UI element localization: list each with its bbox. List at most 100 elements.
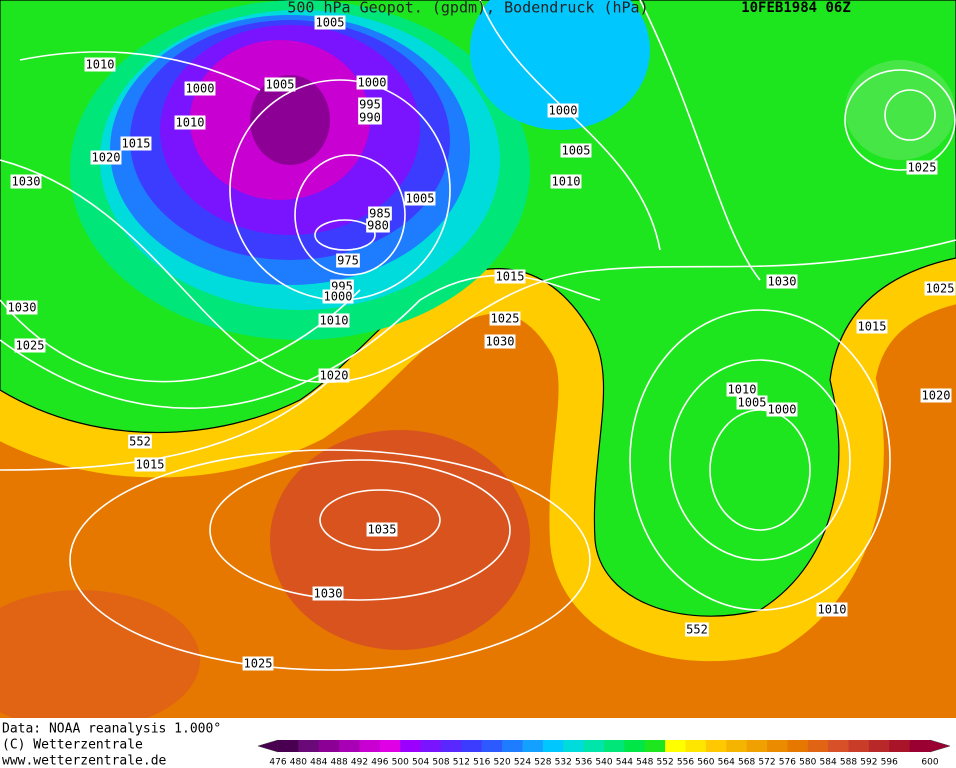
isobar-label: 1010 [552,175,581,189]
isobar-label: 1030 [12,175,41,189]
colorbar-swatch [563,740,585,752]
colorbar-swatch [868,740,890,752]
colorbar-swatch [522,740,544,752]
isobar-label-box [366,522,398,537]
colorbar-label: 500 [392,758,409,768]
colorbar-swatch [278,740,299,752]
isobar-label-box [550,174,582,189]
colorbar-label: 532 [555,758,572,768]
isobar-label: 552 [129,435,151,449]
isobar-label: 1005 [266,78,295,92]
isobar-label: 1020 [92,151,121,165]
colorbar-label: 508 [432,758,449,768]
colorbar-swatch [318,740,340,752]
colorbar-swatch [705,740,727,752]
isobar-label: 1025 [926,282,955,296]
colorbar-label: 528 [534,758,551,768]
isobar-label: 1035 [368,523,397,537]
colorbar-swatch [420,740,442,752]
colorbar-label: 568 [738,758,755,768]
colorbar-swatch [746,740,768,752]
isobar-label: 1005 [316,16,345,30]
colorbar-swatch [889,740,911,752]
colorbar-label: 588 [840,758,857,768]
isobar-label-box [484,334,516,349]
map-date: 10FEB1984 06Z [741,0,851,16]
colorbar-swatch [339,740,360,752]
isobar-label: 1000 [358,76,387,90]
colorbar-label: 536 [575,758,592,768]
colorbar-swatch [379,740,401,752]
isobar-label: 1015 [122,137,151,151]
isobar-label-box [856,319,888,334]
colorbar-swatch [359,740,381,752]
isobar-label-box [404,191,436,206]
isobar-label: 1010 [728,383,757,397]
isobar-label-box [10,174,42,189]
isobar-label-box [90,150,122,165]
colorbar-swatch [298,740,320,752]
isobar-label: 1030 [768,275,797,289]
colorbar-swatch [685,740,707,752]
colorbar-swatch [909,740,931,752]
isobar-label: 1000 [186,82,215,96]
colorbar-swatch [726,740,748,752]
isobar-label: 1010 [320,314,349,328]
isobar-label-box [560,143,592,158]
colorbar-label: 484 [310,758,327,768]
isobar-label-box [924,281,956,296]
colorbar-label: 480 [290,758,307,768]
colorbar-swatch [624,740,646,752]
isobar-label-box [128,434,152,449]
isobar-label: 1015 [858,320,887,334]
isobar-label-box [489,311,521,326]
colorbar-swatch [665,740,686,752]
isobar-label: 1010 [176,116,205,130]
isobar-label-box [358,97,382,112]
colorbar-swatch [848,740,870,752]
isobar-label-box [318,313,350,328]
isobar-label: 1020 [922,389,951,403]
isobar-label: 1005 [562,144,591,158]
isobar-label-box [264,77,296,92]
colorbar-label: 580 [799,758,816,768]
colorbar-label: 524 [514,758,531,768]
isobar-label-box [736,395,768,410]
isobar-label: 1020 [320,369,349,383]
trough-3 [470,0,650,130]
map-title: 500 hPa Geopot. (gpdm), Bodendruck (hPa) [287,0,648,17]
isobar-label: 975 [337,254,359,268]
isobar-label-box [242,656,274,671]
isobar-label: 1030 [314,587,343,601]
isobar-label: 1000 [768,403,797,417]
colorbar-swatch [807,740,829,752]
colorbar-swatch [767,740,788,752]
isobar-label-box [816,602,848,617]
footer-url: www.wetterzentrale.de [2,754,167,768]
colorbar-label: 488 [331,758,348,768]
colorbar-label: 596 [881,758,898,768]
colorbar-label: 572 [758,758,775,768]
colorbar-swatch [400,740,422,752]
colorbar-swatch [461,740,483,752]
isobar-label: 1010 [86,58,115,72]
isobar-label: 985 [369,207,391,221]
isobar-label-box [547,103,579,118]
isobar-label-box [368,206,392,221]
isobar-label: 1000 [549,104,578,118]
isobar-label-box [766,274,798,289]
colorbar-label: 552 [657,758,674,768]
colorbar-swatch [828,740,849,752]
colorbar-label: 600 [921,758,938,768]
isobar-label-box [356,75,388,90]
colorbar-label: 476 [269,758,286,768]
isobar-label: 1015 [496,270,525,284]
footer-source: Data: NOAA reanalysis 1.000° [2,722,221,737]
colorbar-label: 544 [616,758,633,768]
colorbar-label: 592 [860,758,877,768]
colorbar-label: 512 [453,758,470,768]
colorbar-swatch [787,740,809,752]
isobar-label-box [14,338,46,353]
colorbar-swatch [604,740,625,752]
